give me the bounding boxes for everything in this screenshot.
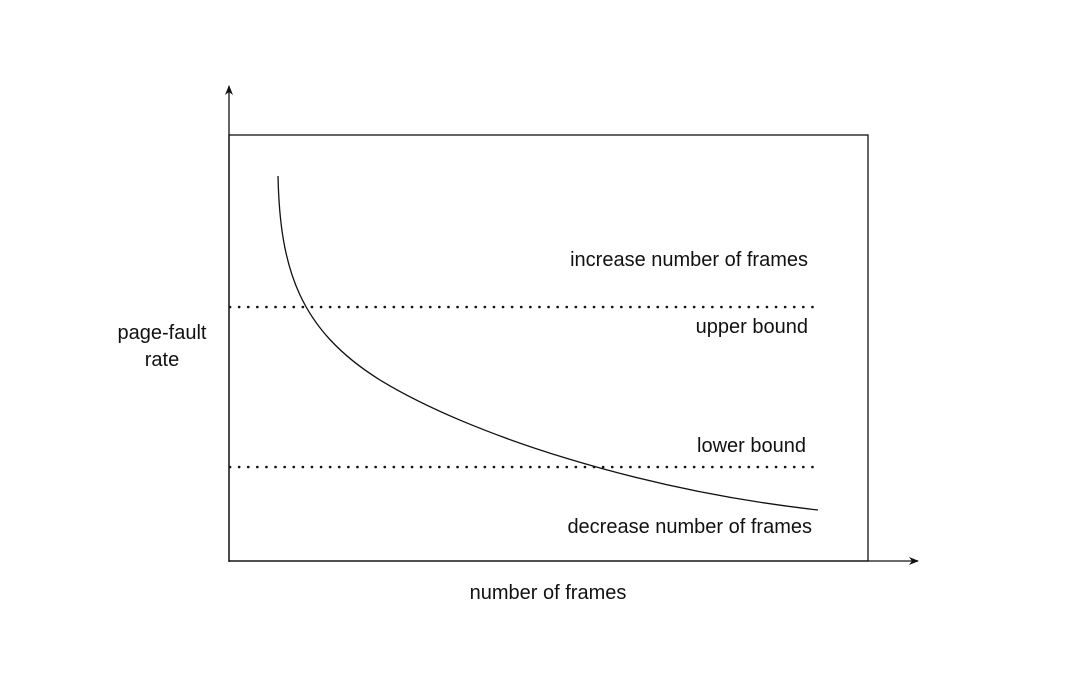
page-fault-curve [277,175,819,511]
increase-frames-label: increase number of frames [570,249,808,271]
decrease-frames-label: decrease number of frames [567,516,812,538]
y-axis-label-line-1: page-fault [117,322,207,344]
upper-bound-label: upper bound [695,316,808,338]
plot-frame [228,134,869,562]
x-axis-label: number of frames [469,582,627,604]
lower-bound-label: lower bound [697,435,806,457]
y-axis-label: page-fault rate [104,320,220,374]
y-axis-label-line-2: rate [144,349,180,371]
